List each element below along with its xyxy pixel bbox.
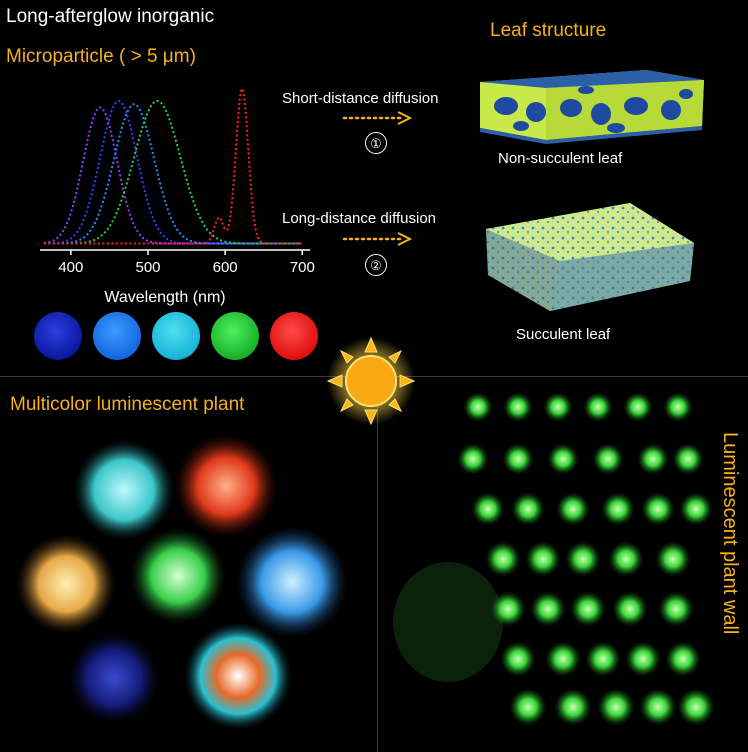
spectrum-series-2 <box>43 103 302 245</box>
x-tick-label-1: 500 <box>135 259 160 276</box>
title-line1: Long-afterglow inorganic <box>6 6 215 27</box>
leaf-structure-title: Leaf structure <box>490 20 607 41</box>
swatch-indigo <box>34 312 82 360</box>
wall-plant <box>471 492 505 526</box>
green-plant <box>130 528 226 624</box>
x-tick-label-2: 600 <box>213 259 238 276</box>
mixed-color-plant <box>184 622 292 730</box>
wall-plant <box>463 392 493 422</box>
swatch-blue <box>93 312 141 360</box>
wall-plant <box>597 688 635 726</box>
step-number-2: ② <box>365 254 387 276</box>
wall-plant <box>625 641 661 677</box>
wall-plant <box>502 443 534 475</box>
wall-plant <box>485 541 521 577</box>
wall-plant <box>658 591 694 627</box>
sun-icon <box>326 336 416 426</box>
wall-plant <box>457 443 489 475</box>
wall-plant <box>637 443 669 475</box>
wall-plant <box>612 591 648 627</box>
wall-plant <box>565 541 601 577</box>
multicolor-plants-photo <box>16 434 348 730</box>
wall-plant <box>509 688 547 726</box>
spectrum-series-1 <box>43 100 302 245</box>
step-number-1: ① <box>365 132 387 154</box>
emission-spectrum-chart: 400 500 600 700 Wavelength (nm) <box>40 88 315 306</box>
wall-plant <box>601 492 635 526</box>
wall-plant <box>490 591 526 627</box>
multicolor-plant-title: Multicolor luminescent plant <box>10 394 245 415</box>
plant-wall-title: Luminescent plant wall <box>719 432 741 635</box>
title-line2: Microparticle ( > 5 μm) <box>6 46 196 67</box>
indigo-plant <box>68 632 160 724</box>
dotted-arrow-icon <box>342 232 413 246</box>
non-succulent-caption: Non-succulent leaf <box>498 150 623 167</box>
wall-plant <box>641 492 675 526</box>
red-plant <box>174 434 278 538</box>
wall-plant <box>511 492 545 526</box>
wall-plant <box>500 641 536 677</box>
long-distance-label: Long-distance diffusion <box>282 210 436 227</box>
swatch-cyan <box>152 312 200 360</box>
wall-plant <box>530 591 566 627</box>
succulent-leaf-image <box>486 203 694 311</box>
vertical-divider <box>377 377 378 752</box>
swatch-red <box>270 312 318 360</box>
yellow-plant <box>16 534 116 634</box>
wall-plant <box>545 641 581 677</box>
wall-plant <box>592 443 624 475</box>
wall-plant <box>585 641 621 677</box>
plant-wall-photo <box>393 392 715 726</box>
succulent-caption: Succulent leaf <box>516 326 611 343</box>
x-tick-label-0: 400 <box>58 259 83 276</box>
swatch-green <box>211 312 259 360</box>
wall-plant <box>570 591 606 627</box>
cyan-plant <box>74 440 174 540</box>
wall-plant <box>554 688 592 726</box>
wall-plant <box>608 541 644 577</box>
wall-plant <box>556 492 590 526</box>
wall-plant <box>665 641 701 677</box>
wall-plant <box>525 541 561 577</box>
wall-plant <box>655 541 691 577</box>
short-distance-label: Short-distance diffusion <box>282 90 439 107</box>
wall-plant <box>672 443 704 475</box>
wall-plant <box>677 688 715 726</box>
wall-plant <box>543 392 573 422</box>
wall-plant <box>639 688 677 726</box>
blue-plant <box>236 526 348 638</box>
x-axis-label: Wavelength (nm) <box>104 289 225 306</box>
wall-plant <box>503 392 533 422</box>
wall-plant <box>679 492 713 526</box>
wall-plant <box>663 392 693 422</box>
x-tick-label-3: 700 <box>290 259 315 276</box>
wall-plant <box>623 392 653 422</box>
dotted-arrow-icon <box>342 111 413 125</box>
non-succulent-leaf-image <box>480 70 704 144</box>
wall-plant <box>583 392 613 422</box>
wall-plant <box>547 443 579 475</box>
